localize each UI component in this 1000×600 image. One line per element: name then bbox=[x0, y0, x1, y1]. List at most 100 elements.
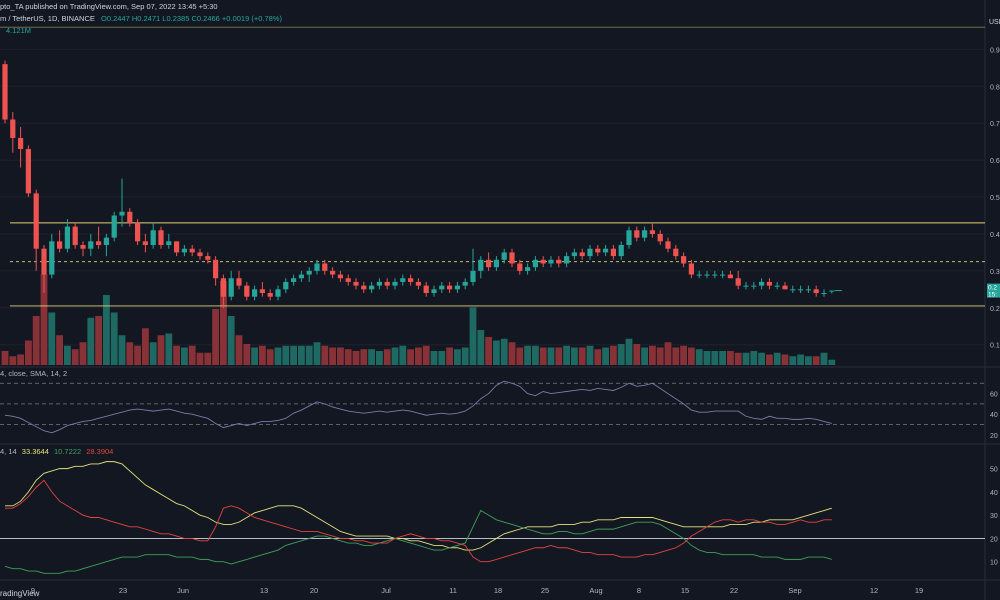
candle-body bbox=[291, 278, 297, 282]
candle-body bbox=[603, 248, 609, 253]
candle-body bbox=[127, 211, 133, 223]
adx-tick-label: 40 bbox=[990, 490, 998, 497]
tradingview-brand[interactable]: radingView bbox=[0, 589, 40, 598]
volume-bar bbox=[126, 342, 134, 365]
candle-body bbox=[517, 263, 523, 271]
x-tick-label: 13 bbox=[260, 586, 268, 595]
candle-body bbox=[189, 248, 195, 253]
candle-body bbox=[353, 281, 359, 286]
candle-body bbox=[283, 281, 289, 290]
volume-bar bbox=[672, 347, 680, 365]
x-tick-label: 19 bbox=[915, 586, 923, 595]
candle-body bbox=[478, 259, 484, 271]
volume-value: 4.121M bbox=[6, 26, 32, 35]
volume-bar bbox=[797, 354, 804, 365]
candle-body bbox=[587, 248, 593, 257]
candle-body bbox=[150, 230, 156, 246]
candle-body bbox=[564, 256, 570, 264]
candle-body bbox=[392, 281, 398, 286]
volume-bar bbox=[578, 347, 586, 365]
volume-bar bbox=[79, 342, 87, 365]
volume-bar bbox=[539, 347, 547, 365]
candle-body bbox=[790, 289, 796, 291]
volume-bar bbox=[805, 356, 812, 365]
volume-bar bbox=[555, 347, 563, 365]
adx-tick-label: 50 bbox=[990, 467, 998, 474]
adx-params: 4, 14 bbox=[0, 447, 17, 456]
candle-body bbox=[259, 289, 265, 294]
countdown-label: 15: bbox=[988, 292, 997, 299]
volume-bar bbox=[360, 349, 368, 365]
volume-bar bbox=[664, 342, 672, 365]
candle-body bbox=[205, 256, 211, 260]
volume-bar bbox=[750, 351, 758, 365]
candle-body bbox=[345, 278, 351, 282]
volume-bar bbox=[235, 335, 243, 365]
candle-body bbox=[376, 281, 382, 286]
volume-bar bbox=[789, 356, 797, 365]
volume-bar bbox=[641, 347, 648, 365]
candle-body bbox=[751, 285, 757, 287]
adx-value-2: 10.7222 bbox=[54, 447, 82, 456]
volume-bar bbox=[134, 345, 141, 365]
candle-body bbox=[41, 248, 47, 275]
volume-bar bbox=[516, 347, 524, 365]
volume-bar bbox=[87, 317, 95, 365]
candle-body bbox=[119, 211, 125, 216]
adx-value-3: 28.3904 bbox=[86, 447, 114, 456]
volume-bar bbox=[649, 345, 656, 365]
last-price-label: 0.2 bbox=[988, 285, 997, 292]
candle-body bbox=[766, 281, 772, 286]
x-tick-label: 23 bbox=[119, 586, 127, 595]
candle-body bbox=[158, 230, 164, 246]
volume-bar bbox=[32, 316, 40, 365]
candle-body bbox=[314, 263, 320, 271]
adx-line bbox=[5, 461, 832, 551]
candle-body bbox=[657, 233, 663, 242]
volume-bar bbox=[274, 347, 282, 365]
candle-body bbox=[57, 241, 63, 249]
volume-bar bbox=[695, 349, 703, 365]
price-tick-label: 0.2 bbox=[990, 306, 1000, 313]
adx-tick-label: 20 bbox=[990, 536, 998, 543]
volume-bar bbox=[368, 349, 375, 365]
volume-bar bbox=[688, 347, 695, 365]
candle-body bbox=[735, 278, 741, 286]
volume-bar bbox=[610, 345, 617, 365]
x-tick-label: 15 bbox=[681, 586, 689, 595]
candle-body bbox=[49, 241, 55, 275]
candle-body bbox=[10, 119, 16, 138]
volume-bar bbox=[25, 340, 32, 365]
candle-body bbox=[244, 285, 250, 297]
candle-body bbox=[88, 241, 94, 249]
candle-body bbox=[298, 274, 304, 279]
candle-body bbox=[439, 285, 445, 290]
volume-bar bbox=[461, 347, 469, 365]
candle-body bbox=[400, 278, 406, 282]
candle-body bbox=[135, 222, 141, 242]
x-tick-label: 20 bbox=[310, 586, 318, 595]
volume-bar bbox=[422, 345, 430, 365]
volume-bar bbox=[9, 356, 17, 365]
volume-bar bbox=[563, 345, 570, 365]
candle-body bbox=[665, 241, 671, 249]
candle-body bbox=[408, 278, 414, 282]
rsi-line bbox=[4, 380, 832, 434]
volume-bar bbox=[493, 340, 500, 365]
candle-body bbox=[649, 230, 655, 234]
candle-body bbox=[532, 259, 538, 268]
x-tick-label: Sep bbox=[788, 586, 801, 595]
volume-bar bbox=[656, 347, 664, 365]
volume-bar bbox=[508, 342, 516, 365]
volume-bar bbox=[321, 345, 329, 365]
volume-bar bbox=[773, 352, 781, 365]
symbol-label: m / TetherUS, 1D, BINANCE bbox=[0, 14, 95, 23]
candle-body bbox=[829, 290, 835, 292]
volume-bar bbox=[173, 345, 180, 365]
candle-body bbox=[322, 263, 328, 271]
volume-bar bbox=[407, 349, 414, 365]
candle-body bbox=[540, 259, 546, 264]
candle-body bbox=[236, 278, 242, 286]
